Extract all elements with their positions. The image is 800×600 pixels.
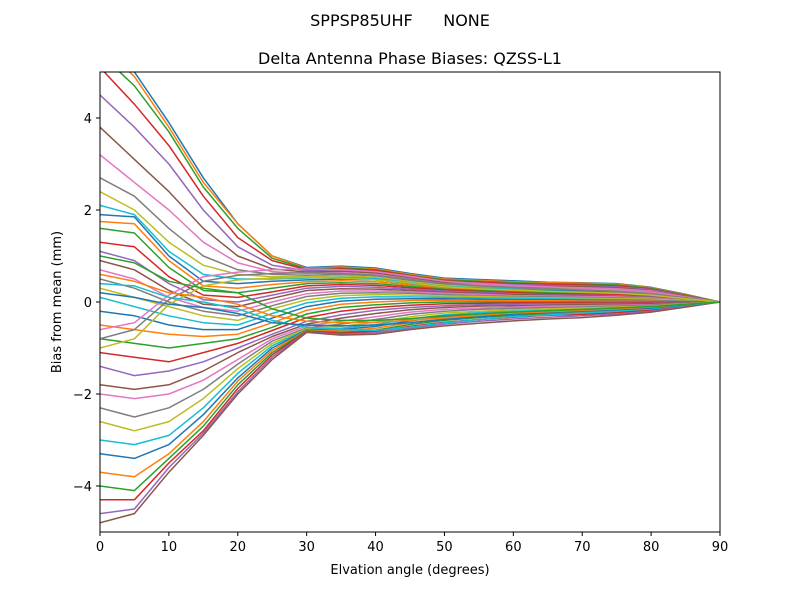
series-line bbox=[100, 299, 720, 338]
series-line bbox=[128, 72, 720, 303]
x-tick-label: 50 bbox=[436, 540, 453, 555]
x-tick-label: 10 bbox=[161, 540, 178, 555]
series-line bbox=[100, 273, 720, 324]
x-tick-label: 20 bbox=[230, 540, 247, 555]
series-line bbox=[100, 278, 720, 317]
x-tick-label: 30 bbox=[298, 540, 315, 555]
series-line bbox=[100, 301, 720, 515]
figure-suptitle: SPPSP85UHF NONE bbox=[310, 11, 490, 30]
series-line bbox=[100, 282, 720, 332]
x-tick-label: 90 bbox=[712, 540, 729, 555]
chart-title: Delta Antenna Phase Biases: QZSS-L1 bbox=[258, 49, 562, 68]
series-line bbox=[100, 271, 720, 340]
x-tick-label: 80 bbox=[643, 540, 660, 555]
series-lines bbox=[100, 72, 720, 524]
x-axis-ticks: 0 10 20 30 40 50 60 70 80 90 bbox=[96, 532, 728, 555]
series-line bbox=[100, 301, 720, 349]
series-line bbox=[100, 276, 720, 349]
x-tick-label: 40 bbox=[367, 540, 384, 555]
y-tick-label: −4 bbox=[73, 480, 92, 495]
series-line bbox=[133, 72, 720, 303]
series-line bbox=[100, 301, 720, 432]
series-line bbox=[100, 301, 720, 501]
series-line bbox=[100, 301, 720, 400]
series-line bbox=[100, 298, 720, 331]
x-axis-label: Elvation angle (degrees) bbox=[330, 563, 489, 578]
y-axis-ticks: −4 −2 0 2 4 bbox=[73, 112, 100, 495]
series-line bbox=[100, 241, 720, 303]
series-line bbox=[100, 287, 720, 322]
series-line bbox=[100, 292, 720, 327]
series-line bbox=[100, 190, 720, 303]
series-line bbox=[118, 72, 720, 303]
y-tick-label: 2 bbox=[84, 204, 92, 219]
series-line bbox=[100, 301, 720, 377]
series-line bbox=[100, 301, 720, 391]
series-line bbox=[100, 255, 720, 322]
series-line bbox=[100, 250, 720, 303]
series-line bbox=[100, 301, 720, 418]
y-tick-label: −2 bbox=[73, 388, 92, 403]
series-line bbox=[100, 301, 720, 524]
x-tick-label: 70 bbox=[574, 540, 591, 555]
y-tick-label: 4 bbox=[84, 112, 92, 127]
y-axis-label: Bias from mean (mm) bbox=[50, 231, 65, 373]
series-line bbox=[100, 94, 720, 303]
x-tick-label: 0 bbox=[96, 540, 104, 555]
y-tick-label: 0 bbox=[84, 296, 92, 311]
series-line bbox=[100, 268, 720, 331]
series-line bbox=[100, 126, 720, 303]
x-tick-label: 60 bbox=[505, 540, 522, 555]
